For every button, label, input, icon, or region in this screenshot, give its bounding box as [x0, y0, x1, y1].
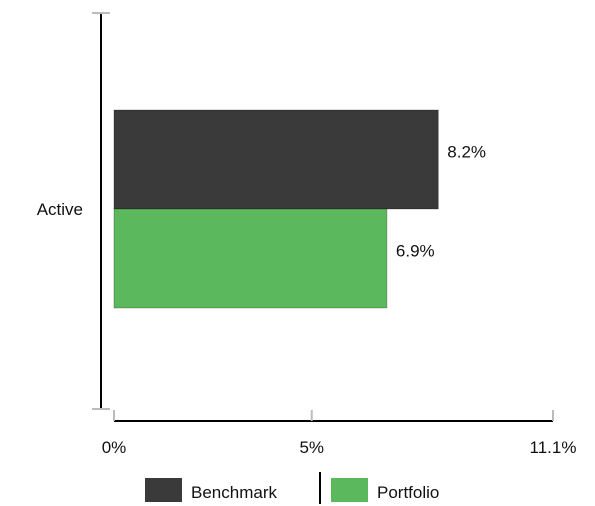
category-labels: Active: [37, 200, 83, 219]
legend-label-portfolio: Portfolio: [377, 483, 439, 502]
legend: Benchmark Portfolio: [145, 472, 439, 504]
bars: [113, 109, 439, 309]
data-label-portfolio: 6.9%: [396, 242, 435, 261]
data-label-benchmark: 8.2%: [447, 143, 486, 162]
x-ticks: 0% 5% 11.1%: [102, 410, 577, 457]
legend-swatch-portfolio: [331, 478, 368, 502]
x-tick-label: 0%: [102, 438, 127, 457]
legend-swatch-benchmark: [145, 478, 182, 502]
bar-benchmark: [113, 109, 439, 210]
y-axis: [92, 12, 110, 410]
legend-label-benchmark: Benchmark: [191, 483, 277, 502]
x-tick-label: 11.1%: [530, 438, 577, 457]
data-labels: 8.2% 6.9%: [396, 143, 486, 261]
bar-portfolio: [113, 208, 388, 309]
x-tick-label: 5%: [299, 438, 324, 457]
category-label: Active: [37, 200, 83, 219]
